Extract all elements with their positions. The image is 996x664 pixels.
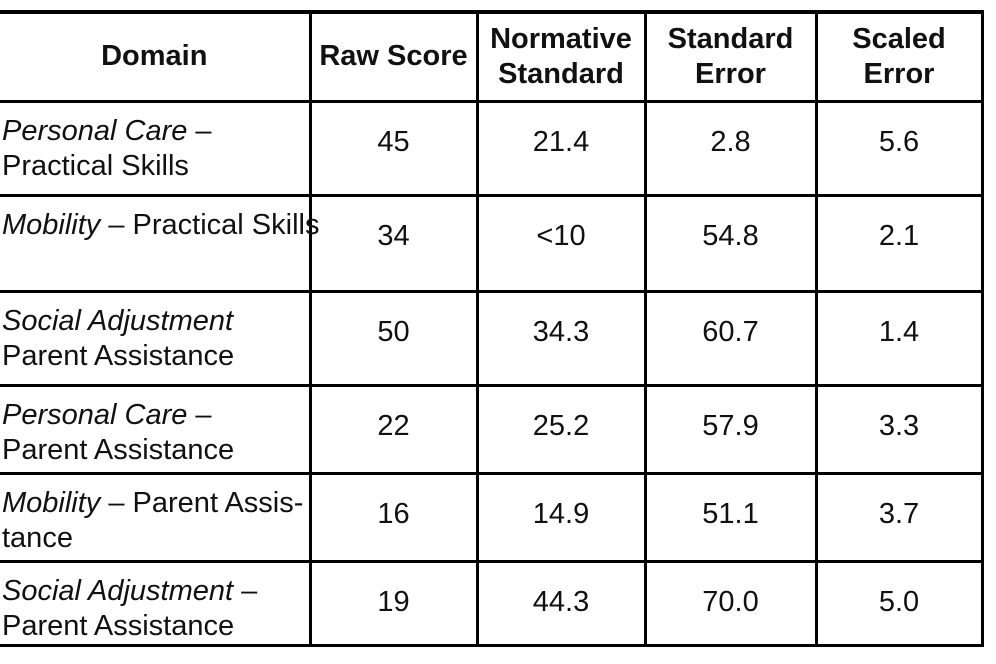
column-header-raw-score: Raw Score <box>308 10 479 103</box>
domain-name-italic: Personal Care <box>2 398 188 431</box>
scaled-error-cell: 5.6 <box>814 99 984 197</box>
standard-error-cell: 70.0 <box>643 559 818 647</box>
standard-error-cell: 51.1 <box>643 471 818 563</box>
domain-cell: Social Adjustment Parent Assistance <box>0 289 312 387</box>
domain-line: Parent Assistance <box>2 609 309 644</box>
column-header-raw-score-line: Raw Score <box>319 40 468 73</box>
table-row: Mobility – Parent Assis-tance 16 14.9 51.1 3… <box>0 471 984 563</box>
raw-score-cell: 45 <box>308 99 479 197</box>
column-header-standard-error-line: Error <box>695 57 766 90</box>
table-row: Social Adjustment – Parent Assistance 19 44… <box>0 559 984 647</box>
normative-standard-cell: 34.3 <box>475 289 647 387</box>
domain-name-text: Parent Assistance <box>2 609 235 642</box>
scaled-error-cell: 5.0 <box>814 559 984 647</box>
domain-name-italic: Mobility <box>2 208 101 241</box>
domain-cell: Social Adjustment – Parent Assistance <box>0 559 312 647</box>
domain-cell: Mobility – Practical Skills <box>0 193 319 293</box>
domain-cell: Personal Care – Parent Assistance <box>0 383 312 475</box>
domain-cell: Mobility – Parent Assis-tance <box>0 471 312 563</box>
table-header-row: Domain Raw Score Normative Standard Standard… <box>0 10 984 103</box>
raw-score-cell: 50 <box>308 289 479 387</box>
domain-name-italic: Mobility <box>2 486 101 519</box>
table-row: Social Adjustment Parent Assistance 50 34.3… <box>0 289 984 387</box>
domain-name-italic: Social Adjustment <box>2 304 234 337</box>
normative-standard-cell: 21.4 <box>475 99 647 197</box>
domain-name-text: tance <box>2 521 73 554</box>
column-header-scaled-error-line: Scaled <box>852 22 946 55</box>
domain-line: Mobility – Parent Assis- <box>2 486 309 521</box>
scaled-error-cell: 3.7 <box>814 471 984 563</box>
column-header-standard-error-line: Standard <box>667 22 794 55</box>
column-header-normative-standard-line: Standard <box>498 57 624 90</box>
table-row: Mobility – Practical Skills 34 <10 54.8 2.1 <box>0 193 984 293</box>
normative-standard-cell: 25.2 <box>475 383 647 475</box>
normative-standard-cell: <10 <box>475 193 647 293</box>
domain-line: Social Adjustment – <box>2 574 309 609</box>
normative-standard-cell: 44.3 <box>475 559 647 647</box>
domain-line: Social Adjustment <box>2 304 309 339</box>
scaled-error-cell: 2.1 <box>814 193 984 293</box>
column-header-normative-standard-line: Normative <box>490 22 632 55</box>
domain-name-text: – Parent Assis- <box>100 486 304 519</box>
domain-name-text: – <box>187 398 212 431</box>
table-row: Personal Care – Practical Skills 45 21.4 2.8… <box>0 99 984 197</box>
domain-line: tance <box>2 521 309 556</box>
scaled-error-cell: 3.3 <box>814 383 984 475</box>
raw-score-cell: 34 <box>308 193 479 293</box>
domain-name-text: – <box>233 574 258 607</box>
domain-name-text: Practical Skills <box>2 149 189 182</box>
domain-name-text: Parent Assistance <box>2 339 235 372</box>
domain-name-italic: Social Adjustment <box>2 574 234 607</box>
domain-line: Personal Care – <box>2 398 309 433</box>
scaled-error-cell: 1.4 <box>814 289 984 387</box>
domain-name-text: – <box>187 114 212 147</box>
standard-error-cell: 2.8 <box>643 99 818 197</box>
raw-score-cell: 16 <box>308 471 479 563</box>
domain-line: Mobility – Practical Skills <box>2 208 319 243</box>
table-body: Personal Care – Practical Skills 45 21.4 2.8… <box>0 99 984 647</box>
domain-name-text: Parent Assistance <box>2 433 235 466</box>
score-table: Domain Raw Score Normative Standard Standard… <box>0 10 984 647</box>
column-header-domain-line: Domain <box>101 40 208 73</box>
column-header-scaled-error: Scaled Error <box>814 10 984 103</box>
domain-line: Parent Assistance <box>2 433 309 468</box>
domain-name-italic: Personal Care <box>2 114 188 147</box>
raw-score-cell: 19 <box>308 559 479 647</box>
domain-line: Practical Skills <box>2 149 309 184</box>
column-header-normative-standard: Normative Standard <box>475 10 647 103</box>
column-header-standard-error: Standard Error <box>643 10 818 103</box>
table-row: Personal Care – Parent Assistance 22 25.2 57… <box>0 383 984 475</box>
domain-line: Parent Assistance <box>2 339 309 374</box>
domain-cell: Personal Care – Practical Skills <box>0 99 312 197</box>
domain-line: Personal Care – <box>2 114 309 149</box>
raw-score-cell: 22 <box>308 383 479 475</box>
normative-standard-cell: 14.9 <box>475 471 647 563</box>
standard-error-cell: 57.9 <box>643 383 818 475</box>
column-header-domain: Domain <box>0 10 312 103</box>
domain-name-text: – Practical Skills <box>100 208 320 241</box>
column-header-scaled-error-line: Error <box>863 57 935 90</box>
standard-error-cell: 54.8 <box>643 193 818 293</box>
standard-error-cell: 60.7 <box>643 289 818 387</box>
